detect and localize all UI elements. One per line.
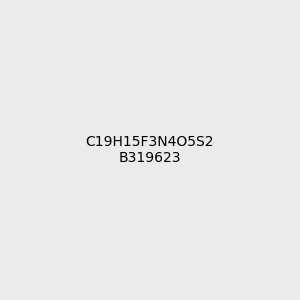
Text: C19H15F3N4O5S2
B319623: C19H15F3N4O5S2 B319623 (86, 135, 214, 165)
